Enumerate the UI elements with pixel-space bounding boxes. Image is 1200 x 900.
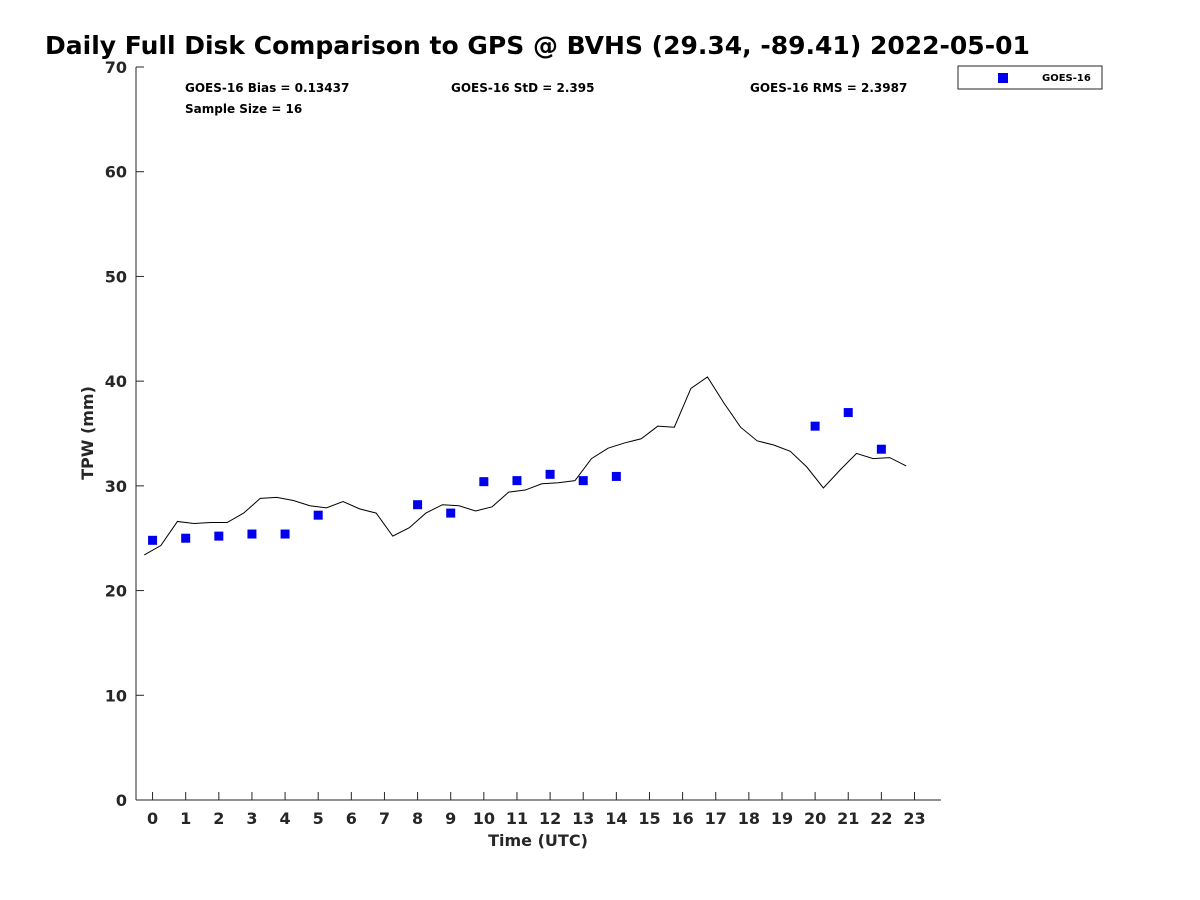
data-point (876, 444, 886, 454)
x-tick-label: 23 (903, 809, 925, 828)
data-point (479, 477, 489, 487)
data-point (446, 508, 456, 518)
stat-bias: GOES-16 Bias = 0.13437 (185, 81, 349, 95)
y-tick-label: 60 (105, 163, 127, 182)
x-tick-label: 8 (412, 809, 423, 828)
stat-std: GOES-16 StD = 2.395 (451, 81, 594, 95)
x-tick-label: 4 (280, 809, 291, 828)
y-tick-label: 50 (105, 267, 127, 286)
data-point (611, 471, 621, 481)
x-tick-label: 5 (313, 809, 324, 828)
x-tick-label: 16 (671, 809, 693, 828)
x-tick-label: 14 (605, 809, 627, 828)
y-ticks: 0 10 20 30 40 50 60 70 (105, 58, 144, 810)
data-point (512, 476, 522, 486)
x-tick-label: 7 (379, 809, 390, 828)
x-tick-label: 15 (638, 809, 660, 828)
x-tick-label: 11 (506, 809, 528, 828)
series-line (144, 376, 907, 556)
x-tick-label: 3 (246, 809, 257, 828)
x-tick-label: 22 (870, 809, 892, 828)
stat-rms: GOES-16 RMS = 2.3987 (750, 81, 907, 95)
data-point (148, 535, 158, 545)
data-point (313, 510, 323, 520)
legend: GOES-16 (957, 65, 1103, 90)
data-point (810, 421, 820, 431)
y-tick-label: 10 (105, 686, 127, 705)
x-tick-label: 1 (180, 809, 191, 828)
stat-sample-size: Sample Size = 16 (185, 102, 302, 116)
x-tick-label: 13 (572, 809, 594, 828)
y-axis-label: TPW (mm) (78, 386, 97, 480)
y-tick-label: 20 (105, 582, 127, 601)
x-tick-label: 18 (738, 809, 760, 828)
data-point (181, 533, 191, 543)
y-tick-label: 40 (105, 372, 127, 391)
series-points (148, 408, 886, 545)
x-tick-label: 10 (473, 809, 495, 828)
data-point (280, 529, 290, 539)
x-ticks: 0 1 2 3 4 5 6 7 8 9 10 11 12 13 14 15 16 17 18 19 20 21 22 23 (147, 792, 926, 828)
y-tick-label: 70 (105, 58, 127, 77)
data-point (247, 529, 257, 539)
legend-marker (998, 73, 1008, 83)
y-tick-label: 30 (105, 477, 127, 496)
x-tick-label: 21 (837, 809, 859, 828)
x-tick-label: 9 (445, 809, 456, 828)
x-tick-label: 19 (771, 809, 793, 828)
chart-title: Daily Full Disk Comparison to GPS @ BVHS… (45, 31, 1030, 60)
x-tick-label: 2 (213, 809, 224, 828)
data-point (214, 531, 224, 541)
x-tick-label: 6 (346, 809, 357, 828)
legend-box (957, 65, 1103, 90)
x-tick-label: 12 (539, 809, 561, 828)
x-axis-label: Time (UTC) (488, 831, 588, 850)
data-point (578, 476, 588, 486)
data-point (843, 408, 853, 418)
data-point (413, 500, 423, 510)
y-tick-label: 0 (116, 791, 127, 810)
x-tick-label: 17 (705, 809, 727, 828)
data-point (545, 469, 555, 479)
legend-label: GOES-16 (1042, 73, 1091, 84)
x-tick-label: 20 (804, 809, 826, 828)
x-tick-label: 0 (147, 809, 158, 828)
